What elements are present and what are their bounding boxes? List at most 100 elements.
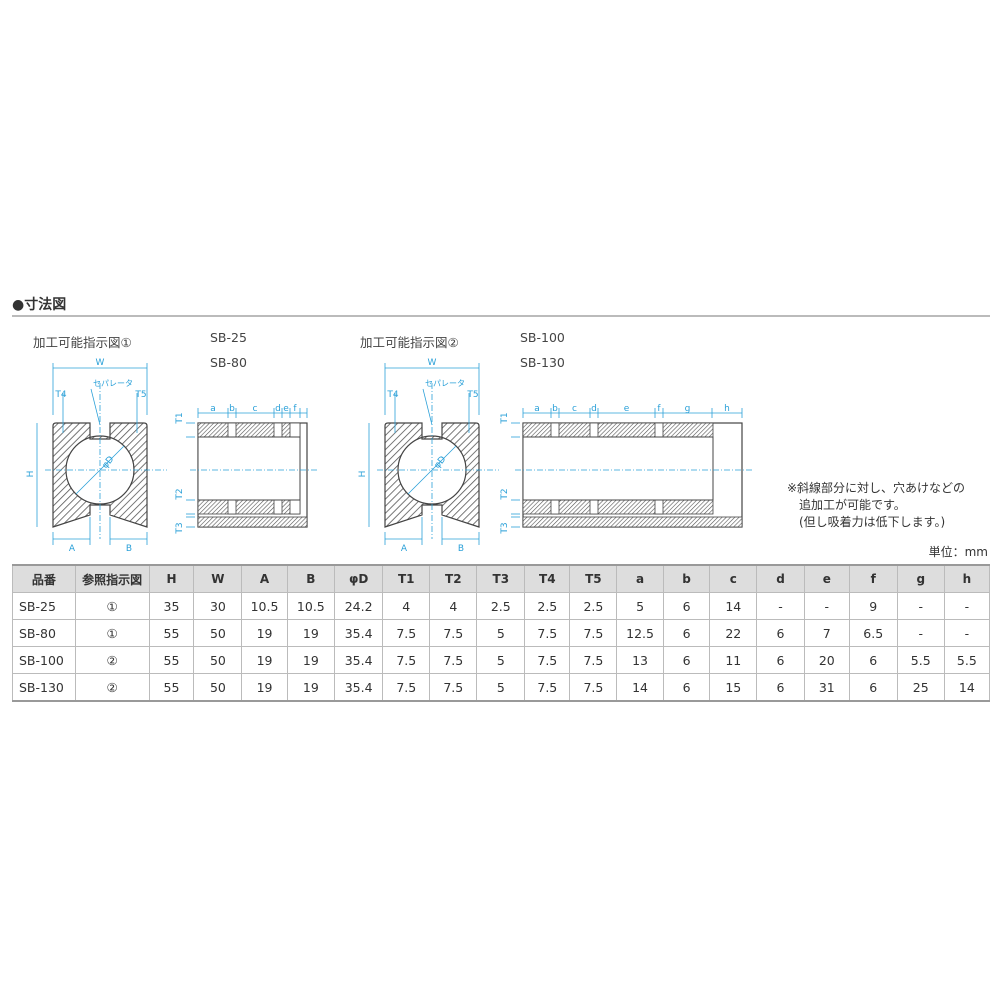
diagram2-model: SB-100 <box>520 330 565 345</box>
table-cell: 10.5 <box>286 592 336 620</box>
table-cell: 4 <box>429 592 478 620</box>
column-header: 品番 <box>12 564 76 593</box>
diagram2-title: 加工可能指示図② <box>360 335 459 350</box>
table-cell: 5 <box>476 673 526 702</box>
dimension-label: c <box>253 404 258 414</box>
table-cell: 35.4 <box>333 619 384 647</box>
table-cell: 6 <box>662 592 711 620</box>
divider <box>12 315 990 317</box>
dimension-label: b <box>229 404 235 414</box>
table-cell: 6 <box>662 673 711 702</box>
side-view-1: a b c d e f T1 T2 T3 <box>175 404 317 535</box>
table-cell: 55 <box>148 646 195 674</box>
dimension-line <box>75 445 125 495</box>
column-header: h <box>943 564 991 593</box>
table-cell: 7.5 <box>382 673 431 702</box>
diagram1-title: 加工可能指示図① <box>33 335 132 350</box>
table-cell: 7.5 <box>382 646 431 674</box>
dimension-label: φD <box>100 455 116 471</box>
column-header: H <box>148 564 195 593</box>
table-cell: ② <box>74 646 150 674</box>
table-cell: 50 <box>193 673 243 702</box>
table-cell: 31 <box>803 673 850 702</box>
table-cell: 2.5 <box>569 592 618 620</box>
dimension-label: d <box>275 404 281 414</box>
table-cell: 7.5 <box>524 646 571 674</box>
column-header: B <box>286 564 336 593</box>
dimension-label: H <box>358 471 368 478</box>
table-cell: SB-100 <box>12 646 76 674</box>
column-header: T1 <box>382 564 431 593</box>
table-cell: 6 <box>756 646 805 674</box>
separator-gap <box>589 422 599 438</box>
table-cell: ① <box>74 619 150 647</box>
table-cell: 7.5 <box>569 646 618 674</box>
dimension-label: T3 <box>175 522 185 534</box>
dimension-label: T2 <box>175 488 185 500</box>
separator-gap <box>550 499 560 515</box>
column-header: a <box>616 564 664 593</box>
dimension-label: f <box>657 404 661 414</box>
note-line: ※斜線部分に対し、穴あけなどの <box>787 481 966 495</box>
table-cell: 13 <box>616 646 664 674</box>
hatched-strip <box>197 499 301 515</box>
table-cell: 6.5 <box>848 619 898 647</box>
table-cell: 7.5 <box>569 673 618 702</box>
table-cell: 6 <box>756 619 805 647</box>
table-cell: 6 <box>662 646 711 674</box>
machining-note: ※斜線部分に対し、穴あけなどの 追加工が可能です。 (但し吸着力は低下します。) <box>787 480 965 531</box>
separator-gap <box>289 499 301 515</box>
column-header: W <box>193 564 243 593</box>
diagram2-model: SB-130 <box>520 355 565 370</box>
separator-gap <box>227 499 237 515</box>
dimension-label: g <box>685 404 691 414</box>
hatched-body <box>52 422 148 528</box>
dimension-label: T5 <box>134 390 146 400</box>
table-cell: - <box>943 619 991 647</box>
table-row: SB-130 ② 55 50 19 19 35.4 7.5 7.5 5 7.5 7.5 14 6 15 6 31… <box>12 673 991 702</box>
table-cell: 7.5 <box>569 619 618 647</box>
table-cell: 7.5 <box>429 673 478 702</box>
dimension-label: T1 <box>500 412 510 424</box>
table-cell: 25 <box>896 673 945 702</box>
table-cell: 30 <box>193 592 243 620</box>
dimension-label: H <box>26 471 36 478</box>
table-cell: 55 <box>148 619 195 647</box>
hatched-base <box>197 516 308 528</box>
dimension-label: a <box>210 404 216 414</box>
separator-gap <box>589 499 599 515</box>
column-header: T2 <box>429 564 478 593</box>
column-header: T4 <box>524 564 571 593</box>
section-title: ●寸法図 <box>12 297 67 313</box>
table-cell: 7.5 <box>429 619 478 647</box>
separator-gap <box>654 422 664 438</box>
table-cell: SB-80 <box>12 619 76 647</box>
column-header: b <box>662 564 711 593</box>
table-cell: 20 <box>803 646 850 674</box>
table-row: SB-80 ① 55 50 19 19 35.4 7.5 7.5 5 7.5 7.5 12.5 6 22 6 7… <box>12 619 991 647</box>
column-header: T3 <box>476 564 526 593</box>
table-cell: 7.5 <box>524 673 571 702</box>
table-cell: 6 <box>848 673 898 702</box>
dimension-label: h <box>724 404 730 414</box>
table-cell: 15 <box>709 673 758 702</box>
inner-tube <box>522 436 714 501</box>
dimension-label: b <box>552 404 558 414</box>
dimension-label: セパレータ <box>93 379 133 388</box>
separator-gap <box>273 422 283 438</box>
dimension-label: T3 <box>500 522 510 534</box>
column-header: 参照指示図 <box>74 564 150 593</box>
dimension-label: セパレータ <box>425 379 465 388</box>
table-cell: 5.5 <box>943 646 991 674</box>
column-header: A <box>241 564 288 593</box>
hatched-base <box>522 516 743 528</box>
dimension-label: B <box>458 544 464 554</box>
table-row: SB-25 ① 35 30 10.5 10.5 24.2 4 4 2.5 2.5 2.5 5 6 14- -9… <box>12 592 991 620</box>
dimension-label: T1 <box>175 412 185 424</box>
table-cell: 7.5 <box>382 619 431 647</box>
table-cell: 50 <box>193 619 243 647</box>
separator-gap <box>227 422 237 438</box>
dimension-line <box>422 388 433 426</box>
